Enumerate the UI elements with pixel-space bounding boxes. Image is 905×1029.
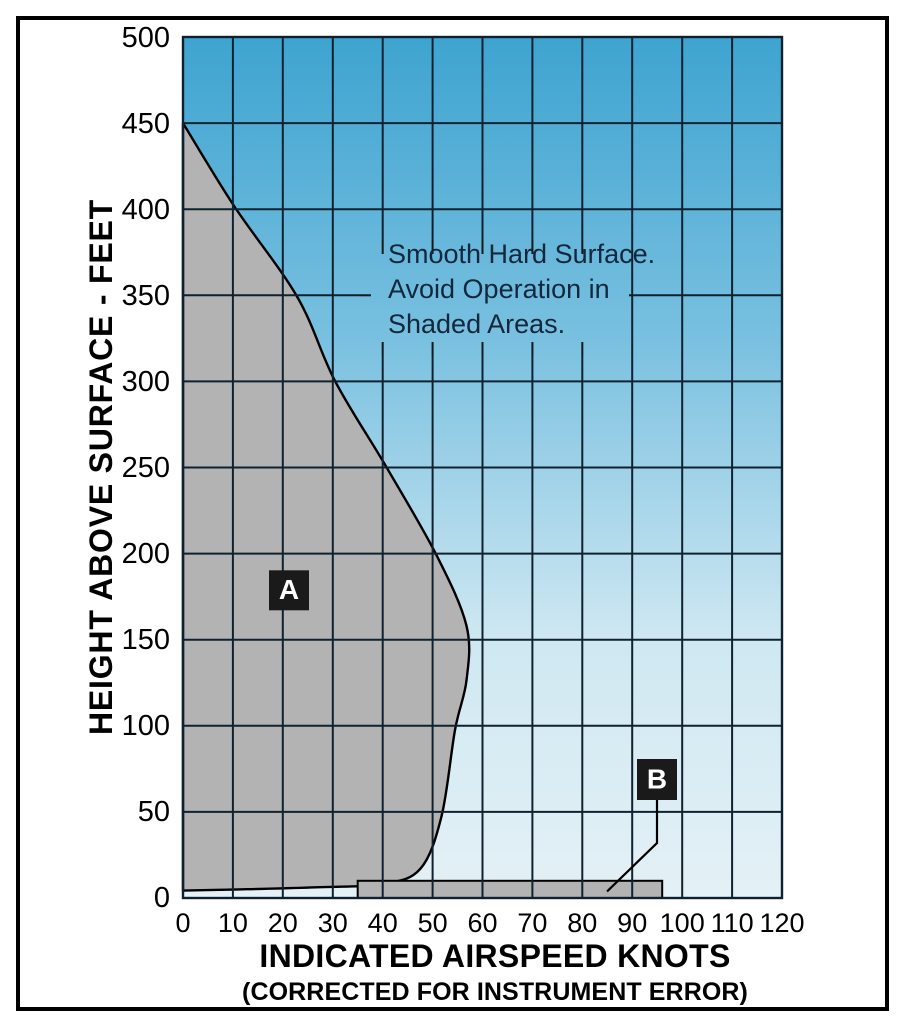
svg-text:450: 450: [122, 108, 170, 140]
svg-text:90: 90: [617, 908, 647, 938]
svg-text:20: 20: [268, 908, 298, 938]
svg-text:50: 50: [418, 908, 448, 938]
svg-text:INDICATED AIRSPEED KNOTS: INDICATED AIRSPEED KNOTS: [259, 938, 730, 974]
svg-text:80: 80: [567, 908, 597, 938]
svg-text:100: 100: [660, 908, 705, 938]
svg-text:60: 60: [467, 908, 497, 938]
svg-text:50: 50: [138, 796, 170, 828]
svg-text:350: 350: [122, 280, 170, 312]
svg-text:120: 120: [759, 908, 804, 938]
svg-text:40: 40: [368, 908, 398, 938]
svg-text:A: A: [279, 574, 299, 605]
svg-text:150: 150: [122, 624, 170, 656]
svg-text:0: 0: [175, 908, 190, 938]
svg-text:0: 0: [154, 882, 170, 914]
svg-text:400: 400: [122, 194, 170, 226]
svg-text:Smooth Hard Surface.: Smooth Hard Surface.: [388, 239, 655, 269]
svg-text:250: 250: [122, 452, 170, 484]
svg-text:30: 30: [318, 908, 348, 938]
svg-text:100: 100: [122, 710, 170, 742]
svg-text:B: B: [647, 764, 667, 795]
svg-text:Avoid Operation in: Avoid Operation in: [388, 274, 610, 304]
svg-text:70: 70: [517, 908, 547, 938]
svg-text:300: 300: [122, 366, 170, 398]
svg-text:Shaded Areas.: Shaded Areas.: [388, 309, 565, 339]
svg-text:110: 110: [711, 908, 754, 938]
svg-text:200: 200: [122, 538, 170, 570]
svg-text:10: 10: [218, 908, 248, 938]
svg-text:500: 500: [122, 22, 170, 54]
svg-text:(CORRECTED FOR INSTRUMENT ERRO: (CORRECTED FOR INSTRUMENT ERROR): [242, 978, 748, 1006]
svg-text:HEIGHT ABOVE SURFACE - FEET: HEIGHT ABOVE SURFACE - FEET: [83, 199, 119, 735]
